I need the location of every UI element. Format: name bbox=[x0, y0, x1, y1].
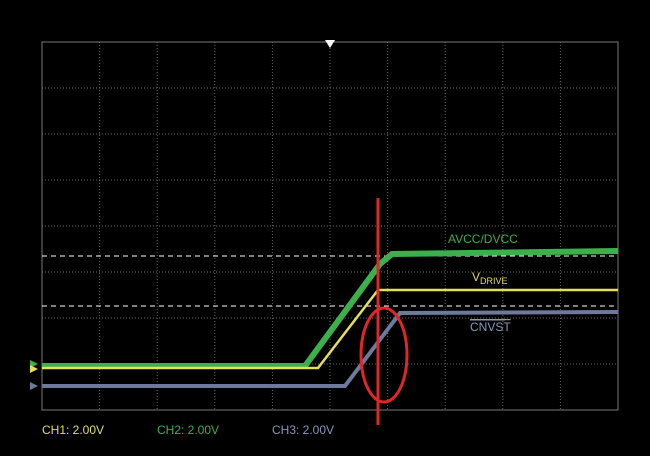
trace-label-subscript: DRIVE bbox=[480, 276, 508, 286]
channel-scale: CH3: 2.00V bbox=[272, 423, 334, 437]
trace-ch2 bbox=[42, 248, 619, 369]
marker-ellipse bbox=[359, 306, 409, 404]
trace-label: AVCC/DVCC bbox=[448, 232, 518, 246]
trace-label-main: V bbox=[472, 270, 480, 284]
channel-scale: CH1: 2.00V bbox=[42, 423, 104, 437]
channel-marker bbox=[30, 382, 38, 390]
grid bbox=[42, 42, 618, 410]
trace-ch3 bbox=[42, 310, 619, 388]
trigger-marker bbox=[325, 40, 335, 48]
channel-marker bbox=[30, 365, 38, 373]
trace-ch1 bbox=[42, 288, 618, 370]
channel-scale: CH2: 2.00V bbox=[157, 423, 219, 437]
trace-label: VDRIVE bbox=[472, 270, 508, 286]
trace-label: CNVST bbox=[470, 320, 511, 334]
